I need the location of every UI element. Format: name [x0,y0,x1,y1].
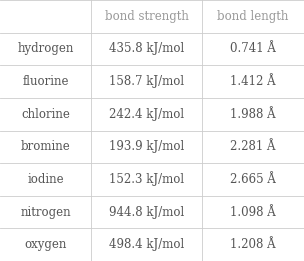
Text: bond strength: bond strength [105,10,188,23]
Text: 435.8 kJ/mol: 435.8 kJ/mol [109,43,184,55]
Text: 193.9 kJ/mol: 193.9 kJ/mol [109,140,184,153]
Text: bromine: bromine [21,140,71,153]
Text: fluorine: fluorine [22,75,69,88]
Text: 1.208 Å: 1.208 Å [230,238,276,251]
Text: 1.988 Å: 1.988 Å [230,108,276,121]
Text: 2.665 Å: 2.665 Å [230,173,276,186]
Text: iodine: iodine [27,173,64,186]
Text: 1.412 Å: 1.412 Å [230,75,276,88]
Text: 0.741 Å: 0.741 Å [230,43,276,55]
Text: 152.3 kJ/mol: 152.3 kJ/mol [109,173,184,186]
Text: 2.281 Å: 2.281 Å [230,140,276,153]
Text: chlorine: chlorine [21,108,70,121]
Text: bond length: bond length [217,10,289,23]
Text: hydrogen: hydrogen [17,43,74,55]
Text: oxygen: oxygen [24,238,67,251]
Text: 944.8 kJ/mol: 944.8 kJ/mol [109,206,184,218]
Text: 498.4 kJ/mol: 498.4 kJ/mol [109,238,184,251]
Text: nitrogen: nitrogen [20,206,71,218]
Text: 1.098 Å: 1.098 Å [230,206,276,218]
Text: 158.7 kJ/mol: 158.7 kJ/mol [109,75,184,88]
Text: 242.4 kJ/mol: 242.4 kJ/mol [109,108,184,121]
